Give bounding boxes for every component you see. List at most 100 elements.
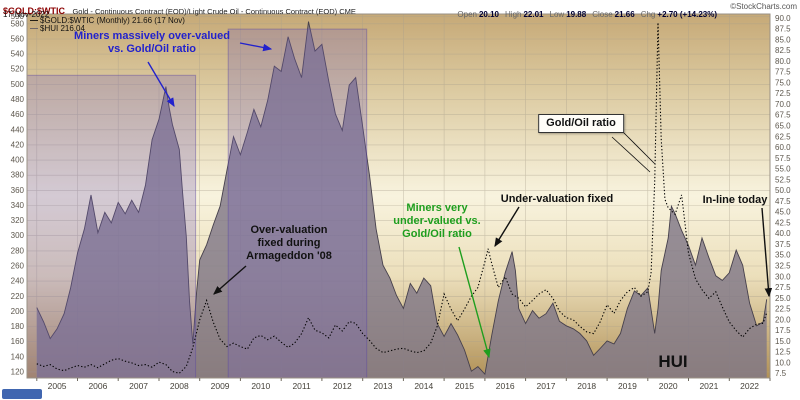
annotation-line: Gold/Oil ratio	[546, 117, 616, 129]
annotation-line: vs. Gold/Oil ratio	[107, 42, 197, 55]
legend-item-1: — $HUI 216.04	[30, 25, 185, 33]
svg-text:560: 560	[11, 35, 25, 44]
svg-text:50.0: 50.0	[775, 186, 791, 195]
svg-text:540: 540	[11, 50, 25, 59]
svg-text:520: 520	[11, 65, 25, 74]
annotation-overvaluation-fixed: Over-valuation fixed during Armageddon '08	[246, 224, 332, 263]
svg-text:2012: 2012	[333, 381, 352, 391]
svg-text:120: 120	[11, 367, 25, 376]
svg-text:590: 590	[11, 12, 25, 21]
quote-row: 17-Nov-2022 Open 20.10 High 22.01 Low 19.88 Cl…	[3, 10, 797, 19]
annotation-line: Armageddon '08	[246, 249, 332, 262]
annotation-inline-today: In-line today	[703, 194, 768, 207]
svg-text:280: 280	[11, 246, 25, 255]
highlight-box-0	[26, 74, 197, 379]
svg-text:2017: 2017	[537, 381, 556, 391]
svg-text:580: 580	[11, 19, 25, 28]
legend: — $GOLD:$WTIC (Monthly) 21.66 (17 Nov) — $H…	[30, 17, 185, 33]
annotation-line: Miners massively over-valued	[74, 30, 230, 42]
annotation-goldoil-ratio-label: Gold/Oil ratio	[538, 114, 624, 133]
svg-text:500: 500	[11, 80, 25, 89]
highlight-box-1	[227, 28, 368, 379]
svg-text:65.0: 65.0	[775, 122, 791, 131]
svg-text:85.0: 85.0	[775, 35, 791, 44]
quote-field-open: Open 20.10	[457, 10, 500, 19]
svg-text:15.0: 15.0	[775, 337, 791, 346]
svg-text:10.0: 10.0	[775, 358, 791, 367]
annotation-line: Over-valuation	[250, 224, 328, 236]
x-axis-labels: 2005 2006 2007 2008 2009 2010 2011 2012 2013 2014…	[48, 381, 760, 391]
quote-strip: Open 20.10 High 22.01 Low 19.88 Close 21.66 Chg +…	[451, 10, 717, 19]
svg-text:40.0: 40.0	[775, 229, 791, 238]
svg-text:2007: 2007	[129, 381, 148, 391]
annotation-line: fixed during	[257, 236, 321, 249]
svg-text:62.5: 62.5	[775, 132, 791, 141]
svg-text:67.5: 67.5	[775, 111, 791, 120]
annotation-undervaluation-fixed: Under-valuation fixed	[501, 193, 613, 206]
svg-text:87.5: 87.5	[775, 25, 791, 34]
hui-line	[36, 21, 768, 376]
annotation-line: Miners very	[406, 202, 468, 214]
svg-text:360: 360	[11, 186, 25, 195]
svg-text:47.5: 47.5	[775, 197, 791, 206]
svg-text:37.5: 37.5	[775, 240, 791, 249]
annotation-line: under-valued vs.	[393, 214, 481, 227]
svg-text:2015: 2015	[455, 381, 474, 391]
svg-text:20.0: 20.0	[775, 315, 791, 324]
svg-text:320: 320	[11, 216, 25, 225]
svg-text:82.5: 82.5	[775, 46, 791, 55]
svg-text:2009: 2009	[211, 381, 230, 391]
svg-text:2019: 2019	[618, 381, 637, 391]
svg-text:25.0: 25.0	[775, 294, 791, 303]
x-axis-ticks	[36, 378, 771, 381]
chart-date: 17-Nov-2022	[3, 10, 50, 19]
annotation-line: HUI	[658, 352, 688, 371]
svg-text:35.0: 35.0	[775, 251, 791, 260]
svg-text:2020: 2020	[659, 381, 678, 391]
svg-text:400: 400	[11, 156, 25, 165]
svg-text:22.5: 22.5	[775, 305, 791, 314]
svg-text:2013: 2013	[374, 381, 393, 391]
svg-text:27.5: 27.5	[775, 283, 791, 292]
svg-text:2005: 2005	[48, 381, 67, 391]
right-axis-labels: 90.0 87.585.0 82.5 80.0 77.575.0 72.5 70.0 67.5…	[775, 14, 791, 378]
svg-text:52.5: 52.5	[775, 175, 791, 184]
svg-text:32.5: 32.5	[775, 262, 791, 271]
svg-text:240: 240	[11, 277, 25, 286]
stockcharts-logo[interactable]	[2, 389, 42, 399]
symbol-description: Gold - Continuous Contract (EOD)/Light C…	[72, 7, 356, 16]
legend-item-0: — $GOLD:$WTIC (Monthly) 21.66 (17 Nov)	[30, 17, 185, 25]
svg-text:2010: 2010	[251, 381, 270, 391]
annotation-arrows	[147, 42, 773, 359]
legend-marker: —	[30, 24, 38, 33]
quote-field-low: Low 19.88	[549, 10, 587, 19]
svg-text:2016: 2016	[496, 381, 515, 391]
svg-text:17.5: 17.5	[775, 326, 791, 335]
svg-text:72.5: 72.5	[775, 89, 791, 98]
annotation-hui-label: HUI	[658, 352, 687, 372]
svg-text:2022: 2022	[740, 381, 759, 391]
svg-text:480: 480	[11, 95, 25, 104]
annotation-line: Gold/Oil ratio	[402, 227, 472, 240]
svg-text:57.5: 57.5	[775, 154, 791, 163]
annotation-miners-undervalued: Miners very under-valued vs. Gold/Oil rati…	[393, 202, 480, 241]
quote-field-chg: Chg +2.70 (+14.23%)	[640, 10, 717, 19]
svg-text:200: 200	[11, 307, 25, 316]
svg-text:30.0: 30.0	[775, 272, 791, 281]
svg-text:300: 300	[11, 231, 25, 240]
annotation-line: Under-valuation fixed	[500, 193, 614, 205]
source-credit: ©StockCharts.com	[730, 2, 797, 11]
svg-text:380: 380	[11, 171, 25, 180]
svg-text:160: 160	[11, 337, 25, 346]
svg-text:70.0: 70.0	[775, 100, 791, 109]
svg-text:80.0: 80.0	[775, 57, 791, 66]
svg-text:420: 420	[11, 140, 25, 149]
svg-text:2008: 2008	[170, 381, 189, 391]
quote-field-high: High 22.01	[505, 10, 544, 19]
svg-text:7.5: 7.5	[775, 369, 787, 378]
svg-text:2021: 2021	[699, 381, 718, 391]
svg-text:90.0: 90.0	[775, 14, 791, 23]
svg-text:60.0: 60.0	[775, 143, 791, 152]
